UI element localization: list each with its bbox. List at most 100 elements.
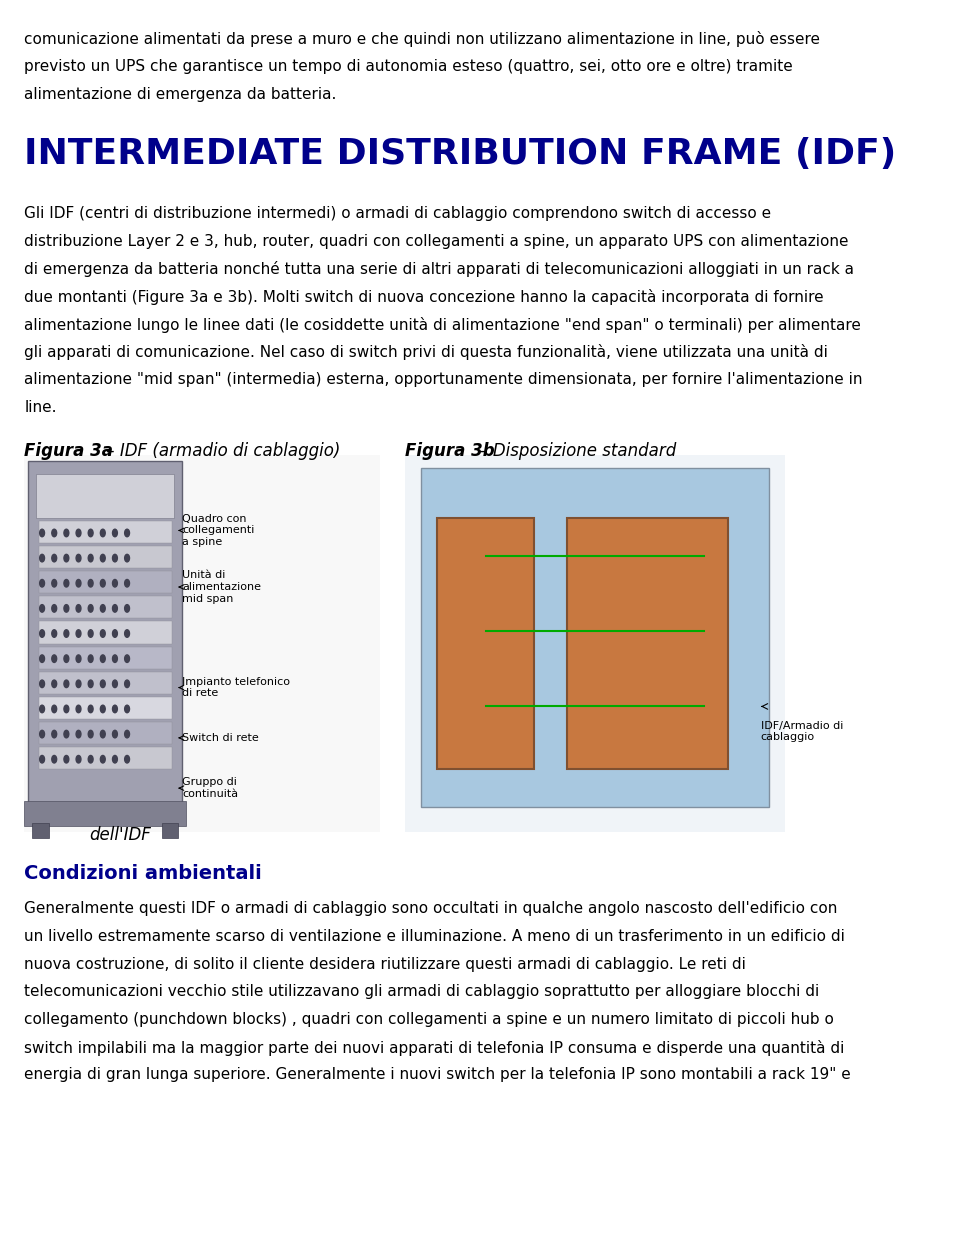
FancyBboxPatch shape [24,801,186,826]
FancyBboxPatch shape [24,455,380,832]
Bar [38,747,172,769]
Circle shape [39,655,44,662]
Circle shape [39,605,44,612]
Circle shape [112,554,117,562]
Text: distribuzione Layer 2 e 3, hub, router, quadri con collegamenti a spine, un appa: distribuzione Layer 2 e 3, hub, router, … [24,234,849,249]
Text: IDF/Armadio di
cablaggio: IDF/Armadio di cablaggio [761,720,843,743]
Circle shape [76,579,81,587]
Text: due montanti (Figure 3a e 3b). Molti switch di nuova concezione hanno la capacit: due montanti (Figure 3a e 3b). Molti swi… [24,289,824,305]
Circle shape [88,680,93,688]
Circle shape [88,655,93,662]
Circle shape [76,655,81,662]
Text: Gruppo di
continuità: Gruppo di continuità [179,777,238,799]
Circle shape [52,655,57,662]
Text: comunicazione alimentati da prese a muro e che quindi non utilizzano alimentazio: comunicazione alimentati da prese a muro… [24,31,820,48]
Circle shape [64,529,69,537]
Circle shape [88,755,93,763]
Bar [38,546,172,568]
Circle shape [125,655,130,662]
Bar [38,621,172,644]
Circle shape [64,655,69,662]
Text: – IDF (armadio di cablaggio): – IDF (armadio di cablaggio) [101,442,341,460]
Circle shape [39,755,44,763]
Circle shape [64,755,69,763]
Circle shape [52,579,57,587]
Circle shape [88,579,93,587]
Circle shape [76,680,81,688]
Circle shape [101,755,106,763]
Circle shape [39,705,44,713]
Circle shape [39,680,44,688]
Text: switch impilabili ma la maggior parte dei nuovi apparati di telefonia IP consuma: switch impilabili ma la maggior parte de… [24,1040,845,1056]
Circle shape [52,755,57,763]
Circle shape [76,755,81,763]
Text: alimentazione lungo le linee dati (le cosiddette unità di alimentazione "end spa: alimentazione lungo le linee dati (le co… [24,317,861,333]
Circle shape [112,529,117,537]
Circle shape [64,705,69,713]
Circle shape [112,605,117,612]
Circle shape [101,705,106,713]
Text: un livello estremamente scarso di ventilazione e illuminazione. A meno di un tra: un livello estremamente scarso di ventil… [24,929,845,944]
Text: – Disposizione standard: – Disposizione standard [473,442,676,460]
Circle shape [101,730,106,738]
Circle shape [52,730,57,738]
Text: gli apparati di comunicazione. Nel caso di switch privi di questa funzionalità, : gli apparati di comunicazione. Nel caso … [24,344,828,361]
Circle shape [39,554,44,562]
Circle shape [52,529,57,537]
Text: di emergenza da batteria nonché tutta una serie di altri apparati di telecomunic: di emergenza da batteria nonché tutta un… [24,261,854,278]
Bar [38,722,172,744]
Circle shape [125,730,130,738]
Text: collegamento (punchdown blocks) , quadri con collegamenti a spine e un numero li: collegamento (punchdown blocks) , quadri… [24,1012,834,1027]
Circle shape [125,529,130,537]
Circle shape [76,529,81,537]
Circle shape [88,705,93,713]
Circle shape [112,730,117,738]
Circle shape [76,730,81,738]
Text: Impianto telefonico
di rete: Impianto telefonico di rete [179,676,290,699]
Circle shape [76,705,81,713]
Text: nuova costruzione, di solito il cliente desidera riutilizzare questi armadi di c: nuova costruzione, di solito il cliente … [24,957,746,972]
Circle shape [76,605,81,612]
Circle shape [88,730,93,738]
FancyBboxPatch shape [405,455,785,832]
Circle shape [125,579,130,587]
Circle shape [39,579,44,587]
Text: telecomunicazioni vecchio stile utilizzavano gli armadi di cablaggio soprattutto: telecomunicazioni vecchio stile utilizza… [24,984,820,999]
Circle shape [64,554,69,562]
Circle shape [88,605,93,612]
Circle shape [101,630,106,637]
Bar [437,518,534,769]
Text: alimentazione "mid span" (intermedia) esterna, opportunamente dimensionata, per : alimentazione "mid span" (intermedia) es… [24,372,863,387]
Text: line.: line. [24,400,57,415]
Bar [38,596,172,618]
Text: Figura 3b: Figura 3b [405,442,494,460]
Bar [566,518,729,769]
Circle shape [76,554,81,562]
Text: Figura 3a: Figura 3a [24,442,113,460]
Bar [38,520,172,543]
Circle shape [101,680,106,688]
Text: Switch di rete: Switch di rete [179,733,259,743]
Circle shape [76,630,81,637]
Circle shape [112,755,117,763]
Bar [38,671,172,694]
Circle shape [39,630,44,637]
Circle shape [52,705,57,713]
Circle shape [125,630,130,637]
Circle shape [39,730,44,738]
Circle shape [52,630,57,637]
Text: Condizioni ambientali: Condizioni ambientali [24,864,262,882]
Circle shape [101,579,106,587]
Circle shape [125,680,130,688]
Text: energia di gran lunga superiore. Generalmente i nuovi switch per la telefonia IP: energia di gran lunga superiore. General… [24,1067,851,1082]
Circle shape [64,680,69,688]
Circle shape [64,605,69,612]
Text: previsto un UPS che garantisce un tempo di autonomia esteso (quattro, sei, otto : previsto un UPS che garantisce un tempo … [24,59,793,74]
Circle shape [101,529,106,537]
Text: INTERMEDIATE DISTRIBUTION FRAME (IDF): INTERMEDIATE DISTRIBUTION FRAME (IDF) [24,137,897,171]
Circle shape [112,579,117,587]
Circle shape [88,529,93,537]
Circle shape [101,655,106,662]
Bar [162,823,178,838]
Text: Generalmente questi IDF o armadi di cablaggio sono occultati in qualche angolo n: Generalmente questi IDF o armadi di cabl… [24,901,838,916]
